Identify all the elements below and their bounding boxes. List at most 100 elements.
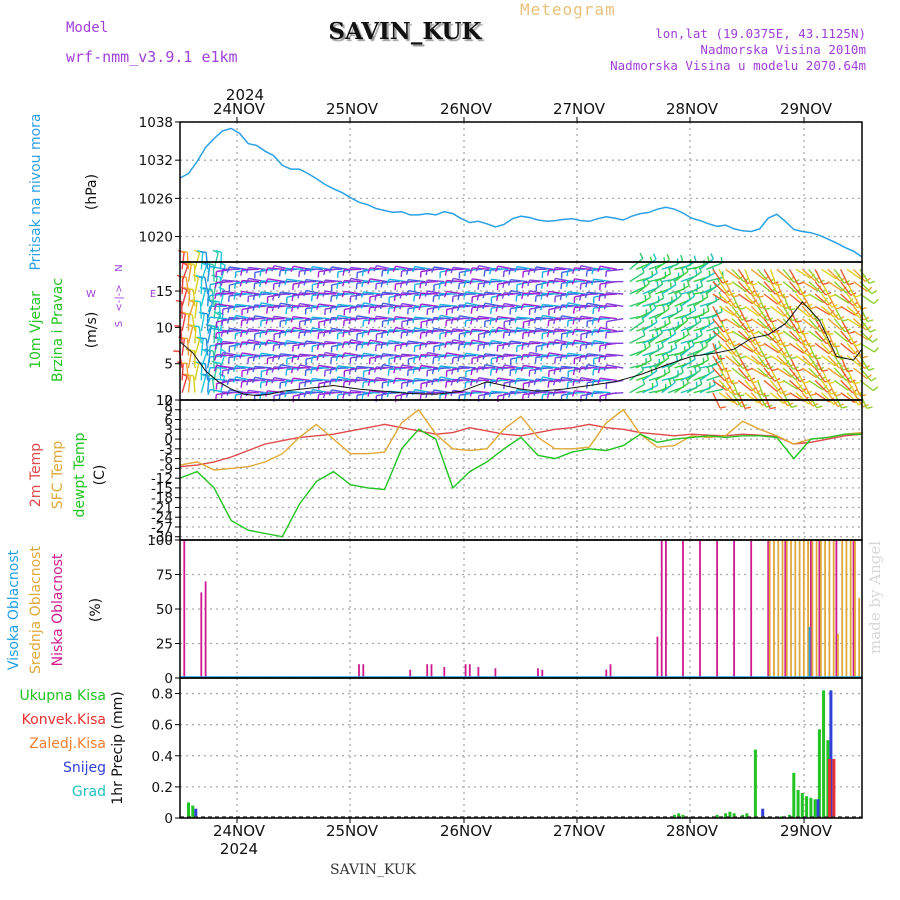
- wind-barb: [840, 305, 856, 316]
- wind-barb-flag: [303, 290, 307, 297]
- wind-barb-flag: [181, 250, 188, 253]
- wind-barb: [852, 268, 866, 282]
- wind-barb-flag: [232, 315, 237, 322]
- wind-barb-flag: [379, 302, 384, 310]
- wind-barb: [757, 268, 770, 283]
- wind-barb: [606, 292, 624, 295]
- wind-barb-flag: [450, 339, 454, 346]
- wind-barb-flag: [207, 266, 211, 273]
- wind-barb: [750, 355, 765, 368]
- wind-barb: [763, 318, 775, 334]
- wind-barb: [599, 366, 617, 369]
- wind-barb-flag: [431, 317, 435, 324]
- wind-barb: [484, 291, 502, 295]
- wind-barb-flag: [533, 266, 537, 273]
- wind-barb-flag: [381, 270, 384, 277]
- precip-snow-bar: [194, 808, 198, 818]
- wind-barb: [337, 280, 355, 284]
- wind-barb-flag: [841, 406, 848, 409]
- wind-barb-flag: [789, 308, 796, 311]
- wind-barb-flag: [463, 342, 467, 349]
- wind-barb-flag: [469, 339, 473, 347]
- wind-barb: [574, 379, 592, 382]
- wind-barb: [782, 355, 794, 370]
- wind-barb-flag: [597, 327, 601, 334]
- wind-barb-flag: [873, 347, 880, 353]
- wind-barb: [725, 305, 739, 319]
- wind-barb: [667, 371, 684, 382]
- wind-barb: [840, 342, 855, 355]
- wind-barb-flag: [784, 392, 791, 396]
- wind-barb: [191, 314, 196, 332]
- wind-barb-flag: [477, 345, 480, 352]
- wind-barb-flag: [552, 379, 556, 386]
- wind-barb-flag: [258, 280, 262, 287]
- wind-barb: [814, 305, 831, 316]
- wind-barb-flag: [597, 265, 601, 272]
- wind-barb-flag: [464, 320, 467, 327]
- wind-barb: [548, 341, 566, 344]
- wind-barb: [769, 330, 781, 346]
- wind-barb-flag: [233, 344, 237, 351]
- wind-barb: [776, 268, 791, 281]
- wind-barb-flag: [733, 343, 740, 347]
- wind-barb-flag: [381, 331, 384, 339]
- temp-y-tick-label: 9: [164, 403, 173, 419]
- wind-barb-flag: [309, 389, 314, 396]
- pressure-line: [179, 127, 863, 258]
- wind-barb: [731, 318, 745, 331]
- wind-barb-flag: [239, 341, 243, 348]
- wind-barb: [280, 291, 298, 295]
- wind-barb: [795, 330, 806, 346]
- wind-barb-flag: [179, 311, 186, 315]
- wind-barb-flag: [292, 345, 294, 352]
- wind-barb-flag: [604, 281, 607, 288]
- wind-barb-flag: [757, 295, 764, 298]
- wind-barb-flag: [476, 355, 480, 363]
- wind-barb: [337, 342, 355, 345]
- wind-barb: [744, 379, 757, 394]
- wind-barb-flag: [469, 267, 473, 274]
- wind-barb: [846, 305, 861, 319]
- wind-barb-flag: [859, 394, 867, 397]
- wind-barb-flag: [527, 341, 531, 348]
- wind-barb: [536, 266, 554, 270]
- wind-barb-flag: [732, 294, 739, 298]
- wind-barb-flag: [387, 308, 390, 315]
- wind-barb: [254, 304, 272, 307]
- wind-barb: [194, 363, 200, 381]
- wind-barb: [452, 266, 470, 270]
- wind-barb-flag: [322, 391, 326, 399]
- temp-y-tick-label: 12: [156, 393, 173, 409]
- wind-barb: [331, 305, 349, 308]
- wind-barb-flag: [578, 316, 582, 323]
- temp-y-tick-label: -27: [151, 520, 173, 536]
- wind-barb-flag: [443, 352, 448, 359]
- wind-barb: [782, 281, 797, 293]
- pressure-unit-label: (hPa): [84, 174, 100, 210]
- wind-barb-flag: [822, 282, 829, 286]
- wind-barb-flag: [218, 286, 225, 291]
- wind-barb: [555, 328, 573, 332]
- wind-barb: [555, 305, 573, 308]
- wind-barb: [211, 289, 215, 307]
- wind-barb: [737, 330, 752, 343]
- wind-barb: [312, 316, 330, 320]
- wind-barb: [542, 354, 560, 357]
- wind-barb-flag: [839, 364, 845, 369]
- precip-snow-bar: [829, 690, 833, 818]
- wind-barb-flag: [821, 369, 829, 372]
- wind-barb: [219, 289, 225, 307]
- wind-barb: [350, 317, 368, 320]
- wind-barb: [587, 330, 605, 333]
- wind-barb-flag: [373, 265, 378, 272]
- wind-barb-flag: [578, 377, 582, 384]
- wind-barb: [593, 329, 611, 332]
- model-name: wrf-nmm_v3.9.1 e1km: [66, 48, 238, 66]
- wind-barb: [229, 305, 247, 308]
- wind-barb-flag: [872, 386, 879, 392]
- wind-barb: [350, 328, 368, 332]
- wind-barb: [661, 347, 678, 357]
- precip-unit-label: 1hr Precip (mm): [110, 691, 126, 804]
- wind-y-tick-label: 10: [156, 320, 173, 336]
